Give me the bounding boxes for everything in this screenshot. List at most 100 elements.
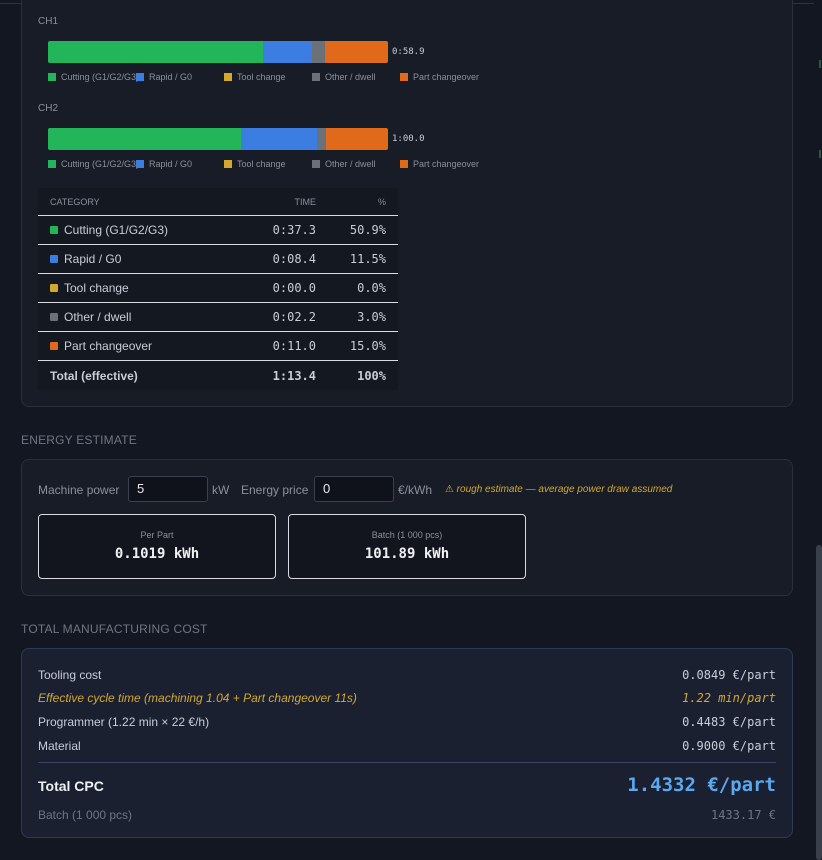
header-pct: % bbox=[377, 196, 386, 207]
category-color-dot bbox=[50, 313, 58, 321]
timeline-segment-other bbox=[316, 128, 326, 150]
legend-item: Other / dwell bbox=[312, 72, 376, 82]
legend-item: Part changeover bbox=[400, 72, 479, 82]
machine-power-unit: kW bbox=[212, 483, 230, 497]
legend-label: Rapid / G0 bbox=[149, 159, 193, 169]
category-color-dot bbox=[50, 226, 58, 234]
row-time: 0:37.3 bbox=[272, 223, 316, 237]
legend-label: Other / dwell bbox=[325, 159, 376, 169]
channel-2-time: 1:00.0 bbox=[392, 134, 425, 144]
cost-divider bbox=[38, 762, 776, 763]
legend-label: Part changeover bbox=[413, 159, 480, 169]
programmer-row: Programmer (1.22 min × 22 €/h) 0.4483 €/… bbox=[38, 715, 776, 731]
legend-swatch bbox=[400, 160, 408, 168]
legend-label: Tool change bbox=[237, 159, 286, 169]
row-category: Other / dwell bbox=[38, 310, 258, 324]
legend-label: Other / dwell bbox=[325, 72, 376, 82]
total-cpc-value: 1.4332 €/part bbox=[627, 774, 776, 796]
tooling-cost-row: Tooling cost 0.0849 €/part bbox=[38, 668, 776, 684]
table-row: Tool change 0:00.0 0.0% bbox=[38, 274, 398, 303]
row-pct: 50.9% bbox=[349, 223, 386, 237]
estimate-warning: ⚠ rough estimate — average power draw as… bbox=[445, 484, 673, 495]
header-time: TIME bbox=[294, 196, 317, 207]
tooling-cost-value: 0.0849 €/part bbox=[682, 668, 776, 682]
machine-power-input[interactable]: 5 bbox=[128, 476, 208, 502]
channel-1-label: CH1 bbox=[38, 16, 59, 27]
legend-swatch bbox=[312, 160, 320, 168]
legend-swatch bbox=[400, 73, 408, 81]
scrollbar-thumb[interactable] bbox=[816, 545, 822, 860]
timeline-segment-rapid bbox=[262, 41, 312, 63]
legend-swatch bbox=[224, 160, 232, 168]
legend-swatch bbox=[48, 160, 56, 168]
header-category: CATEGORY bbox=[50, 196, 100, 207]
row-time: 0:08.4 bbox=[272, 252, 316, 266]
row-pct: 3.0% bbox=[357, 310, 386, 324]
channel-1-timeline-bar bbox=[48, 41, 388, 63]
table-row: Rapid / G0 0:08.4 11.5% bbox=[38, 245, 398, 274]
row-label: Part changeover bbox=[64, 339, 153, 353]
channel-2-label: CH2 bbox=[38, 103, 59, 114]
category-color-dot bbox=[50, 342, 58, 350]
side-marker bbox=[819, 150, 821, 158]
tooling-cost-label: Tooling cost bbox=[38, 668, 102, 682]
table-row: Part changeover 0:11.0 15.0% bbox=[38, 332, 398, 361]
material-row: Material 0.9000 €/part bbox=[38, 739, 776, 755]
row-pct: 15.0% bbox=[349, 339, 386, 353]
timeline-segment-cutting bbox=[48, 41, 263, 63]
channel-2-legend: Cutting (G1/G2/G3) Rapid / G0 Tool change O… bbox=[48, 159, 488, 171]
legend-item: Part changeover bbox=[400, 159, 479, 169]
timeline-segment-changeover bbox=[324, 41, 388, 63]
table-total-row: Total (effective) 1:13.4 100% bbox=[38, 361, 398, 390]
timeline-segment-changeover bbox=[325, 128, 388, 150]
table-row: Cutting (G1/G2/G3) 0:37.3 50.9% bbox=[38, 216, 398, 245]
legend-label: Rapid / G0 bbox=[149, 72, 193, 82]
row-pct: 0.0% bbox=[357, 281, 386, 295]
row-label: Other / dwell bbox=[64, 310, 132, 324]
cycle-time-label: Effective cycle time (machining 1.04 + P… bbox=[38, 691, 357, 705]
energy-section-title: ENERGY ESTIMATE bbox=[21, 433, 137, 447]
legend-item: Cutting (G1/G2/G3) bbox=[48, 72, 139, 82]
timeline-segment-rapid bbox=[241, 128, 317, 150]
legend-label: Cutting (G1/G2/G3) bbox=[61, 159, 140, 169]
legend-label: Part changeover bbox=[413, 72, 480, 82]
row-category: Rapid / G0 bbox=[38, 252, 258, 266]
category-color-dot bbox=[50, 255, 58, 263]
per-part-label: Per Part bbox=[140, 530, 174, 540]
row-category: Part changeover bbox=[38, 339, 258, 353]
machine-power-label: Machine power bbox=[38, 483, 120, 497]
per-part-energy-card: Per Part 0.1019 kWh bbox=[38, 514, 276, 579]
material-label: Material bbox=[38, 739, 81, 753]
cost-section-title: TOTAL MANUFACTURING COST bbox=[21, 622, 208, 636]
row-time: 0:11.0 bbox=[272, 339, 316, 353]
legend-swatch bbox=[312, 73, 320, 81]
legend-item: Rapid / G0 bbox=[136, 159, 192, 169]
batch-energy-value: 101.89 kWh bbox=[364, 546, 450, 562]
row-label: Tool change bbox=[64, 281, 129, 295]
table-row: Other / dwell 0:02.2 3.0% bbox=[38, 303, 398, 332]
legend-item: Cutting (G1/G2/G3) bbox=[48, 159, 139, 169]
energy-price-unit: €/kWh bbox=[398, 483, 433, 497]
timeline-segment-other bbox=[311, 41, 325, 63]
total-time: 1:13.4 bbox=[272, 368, 316, 383]
row-pct: 11.5% bbox=[349, 252, 386, 266]
energy-price-input[interactable]: 0 bbox=[314, 476, 394, 502]
legend-swatch bbox=[224, 73, 232, 81]
row-label: Rapid / G0 bbox=[64, 252, 122, 266]
per-part-value: 0.1019 kWh bbox=[114, 546, 200, 562]
channel-1-legend: Cutting (G1/G2/G3) Rapid / G0 Tool change O… bbox=[48, 72, 488, 84]
total-cpc-label: Total CPC bbox=[38, 778, 104, 794]
legend-item: Tool change bbox=[224, 159, 286, 169]
cycle-time-row: Effective cycle time (machining 1.04 + P… bbox=[38, 691, 776, 707]
cycle-time-value: 1.22 min/part bbox=[682, 691, 776, 705]
legend-label: Cutting (G1/G2/G3) bbox=[61, 72, 140, 82]
energy-price-label: Energy price bbox=[241, 483, 309, 497]
total-pct: 100% bbox=[357, 368, 386, 383]
programmer-label: Programmer (1.22 min × 22 €/h) bbox=[38, 715, 210, 729]
row-time: 0:00.0 bbox=[272, 281, 316, 295]
legend-item: Rapid / G0 bbox=[136, 72, 192, 82]
legend-swatch bbox=[48, 73, 56, 81]
batch-cost-label: Batch (1 000 pcs) bbox=[38, 808, 133, 822]
channel-2-timeline-bar bbox=[48, 128, 388, 150]
total-label: Total (effective) bbox=[50, 368, 138, 383]
